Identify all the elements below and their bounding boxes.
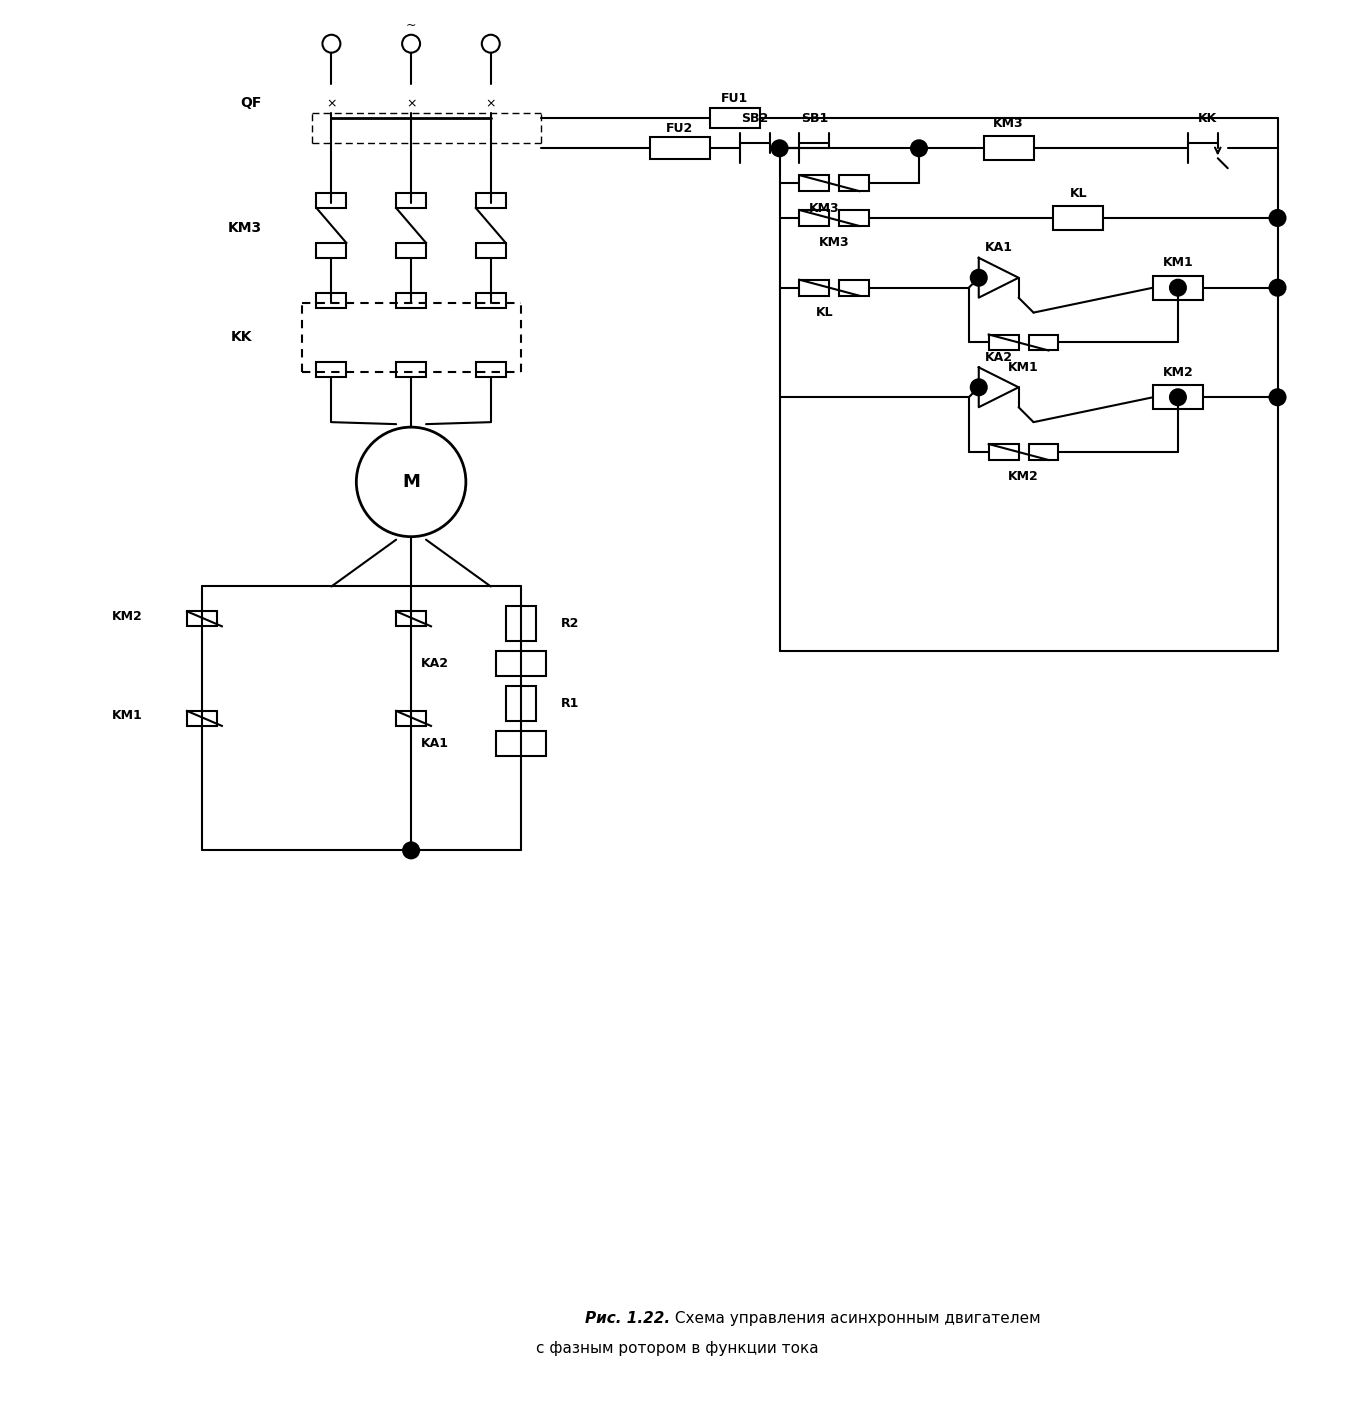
Text: M: M	[402, 474, 420, 490]
Bar	[799, 210, 830, 226]
Text: ~: ~	[406, 20, 416, 32]
Bar	[839, 210, 869, 226]
Bar	[397, 193, 427, 207]
Bar	[650, 137, 709, 160]
Bar	[1029, 444, 1059, 460]
Circle shape	[482, 35, 500, 53]
Bar	[1029, 335, 1059, 350]
Text: KM2: KM2	[1009, 471, 1039, 483]
Bar	[397, 293, 427, 308]
Text: SB2: SB2	[741, 112, 768, 125]
Bar	[475, 293, 505, 308]
Text: KM1: KM1	[111, 709, 142, 723]
Bar	[799, 175, 830, 191]
Text: QF: QF	[241, 97, 261, 111]
Text: ×: ×	[486, 97, 496, 109]
Circle shape	[1170, 280, 1186, 296]
Bar	[799, 280, 830, 296]
Bar	[988, 444, 1018, 460]
Text: KL: KL	[815, 305, 833, 319]
Circle shape	[1270, 280, 1285, 296]
Text: KM3: KM3	[819, 237, 850, 249]
Circle shape	[971, 270, 987, 286]
Bar	[397, 363, 427, 377]
Bar	[475, 363, 505, 377]
Text: KA1: KA1	[421, 737, 450, 750]
Text: с фазным ротором в функции тока: с фазным ротором в функции тока	[536, 1341, 818, 1356]
Bar	[317, 193, 347, 207]
Circle shape	[1270, 389, 1285, 405]
Text: KM2: KM2	[1163, 366, 1193, 378]
Bar	[397, 710, 427, 726]
Bar	[496, 731, 546, 755]
Bar	[475, 242, 505, 258]
Text: KK: KK	[230, 331, 252, 345]
Bar	[317, 242, 347, 258]
Text: Схема управления асинхронным двигателем: Схема управления асинхронным двигателем	[670, 1311, 1041, 1325]
Text: KM3: KM3	[810, 202, 839, 214]
Text: KM1: KM1	[1009, 361, 1039, 374]
Bar	[397, 242, 427, 258]
Bar	[496, 651, 546, 677]
Bar	[1053, 206, 1104, 230]
Text: KA2: KA2	[984, 350, 1013, 364]
Bar	[397, 611, 427, 626]
Text: R2: R2	[561, 618, 580, 630]
Text: KK: KK	[1198, 112, 1217, 125]
Bar	[475, 193, 505, 207]
Text: KM3: KM3	[994, 116, 1024, 130]
Text: ×: ×	[406, 97, 416, 109]
Bar	[839, 175, 869, 191]
Bar	[505, 686, 536, 722]
Text: KM3: KM3	[227, 221, 261, 235]
Text: Рис. 1.22.: Рис. 1.22.	[585, 1311, 670, 1325]
Bar	[988, 335, 1018, 350]
Bar	[709, 108, 760, 129]
Bar	[187, 710, 217, 726]
Text: ×: ×	[326, 97, 337, 109]
Circle shape	[1170, 389, 1186, 405]
Circle shape	[772, 140, 788, 157]
Bar	[187, 611, 217, 626]
Text: KL: KL	[1070, 186, 1087, 199]
Circle shape	[1270, 210, 1285, 226]
Circle shape	[322, 35, 340, 53]
Text: KM2: KM2	[111, 609, 142, 623]
Bar	[1154, 385, 1202, 409]
Text: FU2: FU2	[666, 122, 693, 134]
Bar	[317, 293, 347, 308]
Bar	[1154, 276, 1202, 300]
Circle shape	[971, 380, 987, 395]
Text: SB1: SB1	[800, 112, 829, 125]
Bar	[839, 280, 869, 296]
Bar	[984, 136, 1033, 160]
Bar	[505, 607, 536, 642]
Text: KA1: KA1	[984, 241, 1013, 255]
Text: FU1: FU1	[722, 92, 749, 105]
Circle shape	[402, 35, 420, 53]
Text: R1: R1	[561, 696, 580, 710]
Circle shape	[911, 140, 927, 157]
Text: KM1: KM1	[1163, 256, 1193, 269]
Bar	[317, 363, 347, 377]
Circle shape	[403, 842, 418, 859]
Text: KA2: KA2	[421, 657, 450, 670]
Circle shape	[356, 427, 466, 537]
